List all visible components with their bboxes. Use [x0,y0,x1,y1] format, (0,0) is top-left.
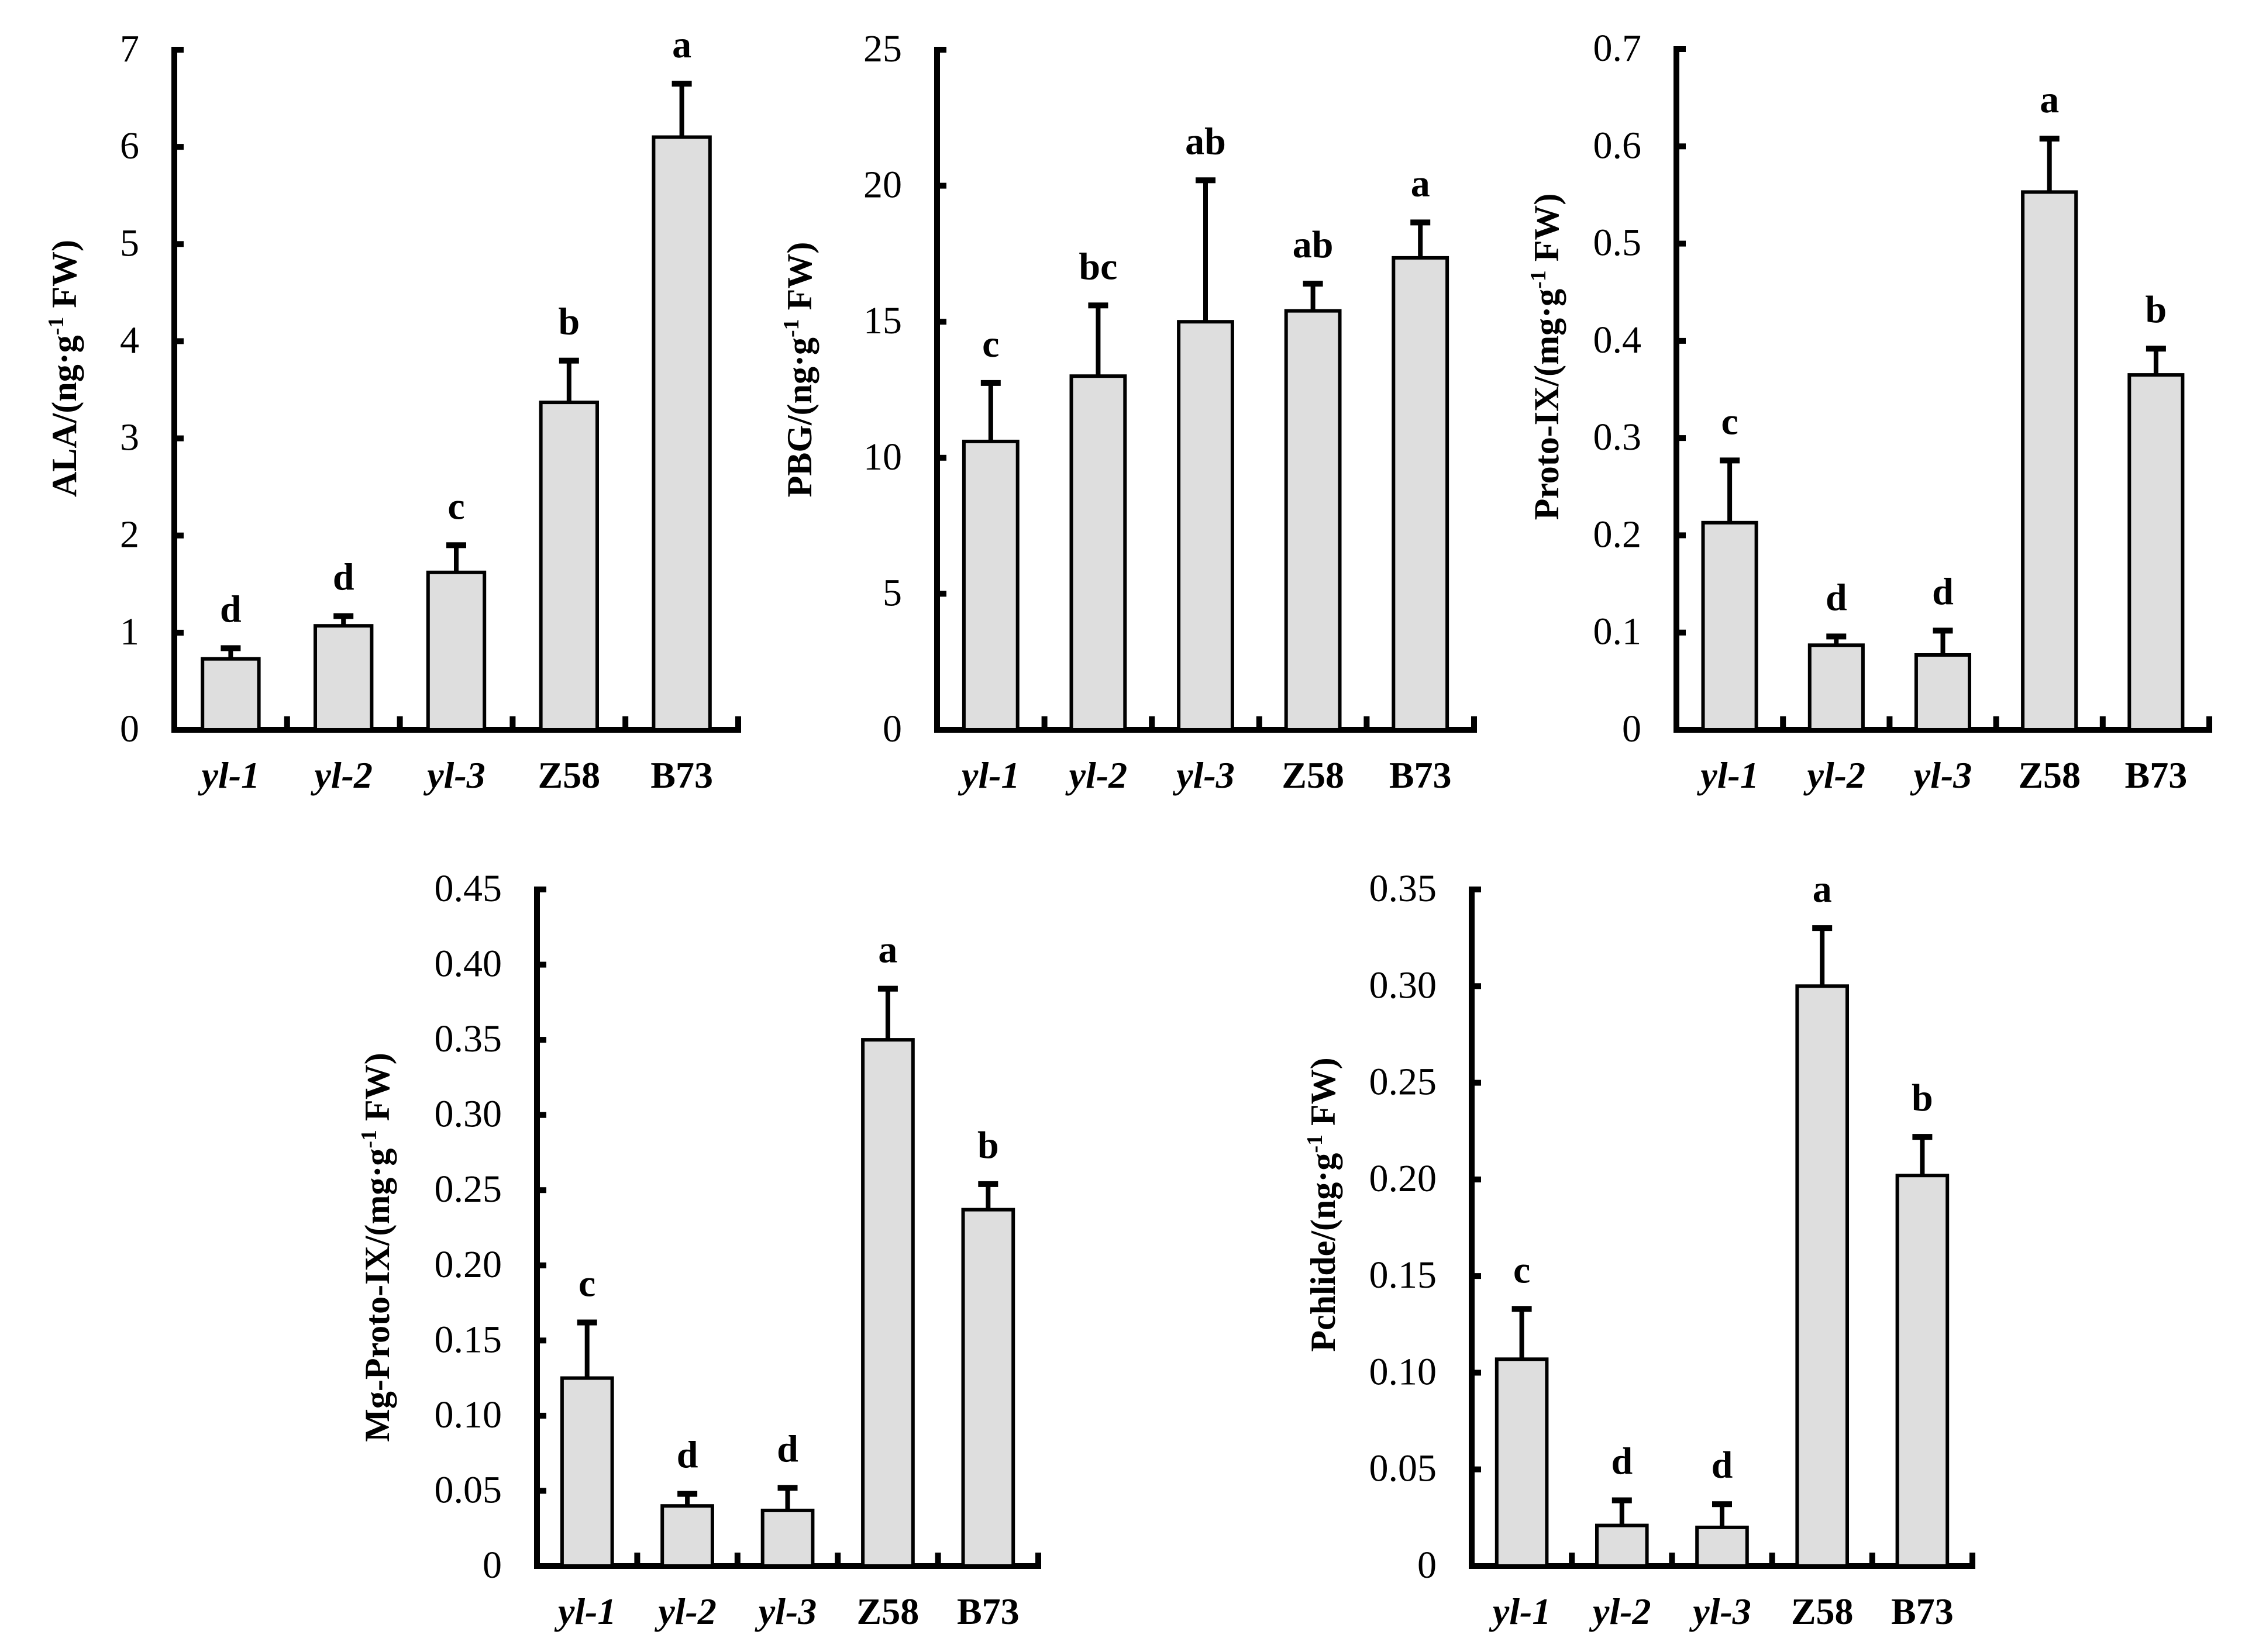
svg-text:0.30: 0.30 [1369,964,1437,1006]
svg-text:d: d [333,556,354,599]
svg-text:a: a [672,23,691,66]
svg-text:d: d [677,1434,698,1477]
svg-text:0.10: 0.10 [435,1394,502,1436]
svg-text:B73: B73 [1389,754,1452,796]
svg-text:25: 25 [863,27,902,70]
svg-text:0.5: 0.5 [1593,222,1642,264]
svg-text:a: a [1411,162,1430,205]
svg-text:0.25: 0.25 [1369,1061,1437,1103]
svg-text:0.05: 0.05 [1369,1447,1437,1490]
svg-text:10: 10 [863,436,902,478]
svg-text:0.6: 0.6 [1593,124,1642,167]
svg-text:2: 2 [120,513,139,556]
svg-text:Proto-IX/(mg·g-1 FW): Proto-IX/(mg·g-1 FW) [1526,194,1566,520]
svg-text:0.1: 0.1 [1593,611,1642,653]
svg-text:c: c [579,1263,595,1305]
svg-text:0.45: 0.45 [435,867,502,910]
svg-text:yl-3: yl-3 [1172,754,1235,796]
svg-text:6: 6 [120,125,139,167]
svg-text:d: d [1712,1444,1733,1487]
svg-text:4: 4 [120,319,139,361]
svg-text:7: 7 [120,27,139,70]
svg-text:c: c [1513,1249,1530,1291]
svg-text:0.30: 0.30 [435,1093,502,1136]
svg-text:0.25: 0.25 [435,1168,502,1210]
svg-text:0.7: 0.7 [1593,27,1642,70]
svg-text:c: c [982,323,999,365]
svg-text:0.2: 0.2 [1593,513,1642,556]
svg-text:Mg-Proto-IX/(mg·g-1 FW): Mg-Proto-IX/(mg·g-1 FW) [357,1053,397,1441]
svg-text:15: 15 [863,299,902,342]
svg-text:0.4: 0.4 [1593,319,1642,361]
svg-text:0.15: 0.15 [1369,1254,1437,1296]
svg-text:c: c [447,485,464,527]
svg-text:yl-1: yl-1 [554,1591,617,1632]
svg-text:yl-3: yl-3 [1689,1591,1751,1632]
svg-text:B73: B73 [957,1591,1020,1632]
svg-text:yl-1: yl-1 [958,754,1020,796]
svg-text:Pchlide/(ng·g-1 FW): Pchlide/(ng·g-1 FW) [1303,1057,1342,1351]
svg-text:0.35: 0.35 [435,1018,502,1060]
svg-text:a: a [878,929,897,971]
svg-text:0: 0 [1622,708,1641,750]
svg-text:a: a [1813,868,1832,911]
svg-text:0.40: 0.40 [435,943,502,985]
svg-text:b: b [2146,288,2167,331]
svg-text:b: b [977,1124,999,1167]
svg-text:0.20: 0.20 [435,1243,502,1286]
svg-text:0.15: 0.15 [435,1318,502,1361]
svg-text:Z58: Z58 [1282,754,1344,796]
svg-text:d: d [1826,576,1847,619]
svg-text:0.10: 0.10 [1369,1350,1437,1393]
svg-text:PBG/(ng·g-1 FW): PBG/(ng·g-1 FW) [779,242,819,498]
svg-text:Z58: Z58 [538,754,600,796]
svg-text:0: 0 [483,1544,502,1587]
svg-text:bc: bc [1079,245,1117,288]
svg-text:0.35: 0.35 [1369,867,1437,910]
svg-text:yl-1: yl-1 [1489,1591,1551,1632]
svg-text:0: 0 [1417,1544,1437,1587]
svg-text:b: b [1912,1077,1933,1119]
svg-text:yl-2: yl-2 [1589,1591,1651,1632]
svg-text:0.05: 0.05 [435,1468,502,1511]
svg-text:20: 20 [863,164,902,206]
svg-text:0: 0 [883,708,902,750]
svg-text:a: a [2040,78,2059,121]
svg-text:Z58: Z58 [857,1591,920,1632]
svg-text:1: 1 [120,611,139,653]
svg-text:ab: ab [1293,223,1334,266]
svg-text:c: c [1721,400,1738,443]
svg-text:d: d [220,588,242,630]
svg-text:yl-3: yl-3 [423,754,485,796]
svg-text:yl-1: yl-1 [1696,754,1759,796]
svg-text:0.3: 0.3 [1593,416,1642,458]
svg-text:yl-3: yl-3 [1910,754,1972,796]
svg-text:yl-2: yl-2 [1803,754,1866,796]
svg-text:d: d [1932,570,1954,613]
svg-text:ab: ab [1185,120,1226,163]
svg-text:3: 3 [120,416,139,459]
svg-text:d: d [777,1427,798,1470]
svg-text:yl-1: yl-1 [198,754,260,796]
svg-text:yl-3: yl-3 [755,1591,817,1632]
svg-text:yl-2: yl-2 [1065,754,1128,796]
svg-text:B73: B73 [1891,1591,1954,1632]
svg-text:B73: B73 [650,754,713,796]
svg-text:ALA/(ng·g-1 FW): ALA/(ng·g-1 FW) [44,240,84,497]
svg-text:0.20: 0.20 [1369,1157,1437,1200]
svg-text:yl-2: yl-2 [654,1591,717,1632]
svg-text:Z58: Z58 [1791,1591,1854,1632]
svg-text:Z58: Z58 [2018,754,2081,796]
svg-text:yl-2: yl-2 [310,754,373,796]
svg-text:d: d [1611,1440,1633,1483]
svg-text:5: 5 [120,222,139,264]
svg-text:b: b [558,301,580,343]
svg-text:B73: B73 [2125,754,2188,796]
svg-text:5: 5 [883,571,902,614]
svg-text:0: 0 [120,708,139,750]
